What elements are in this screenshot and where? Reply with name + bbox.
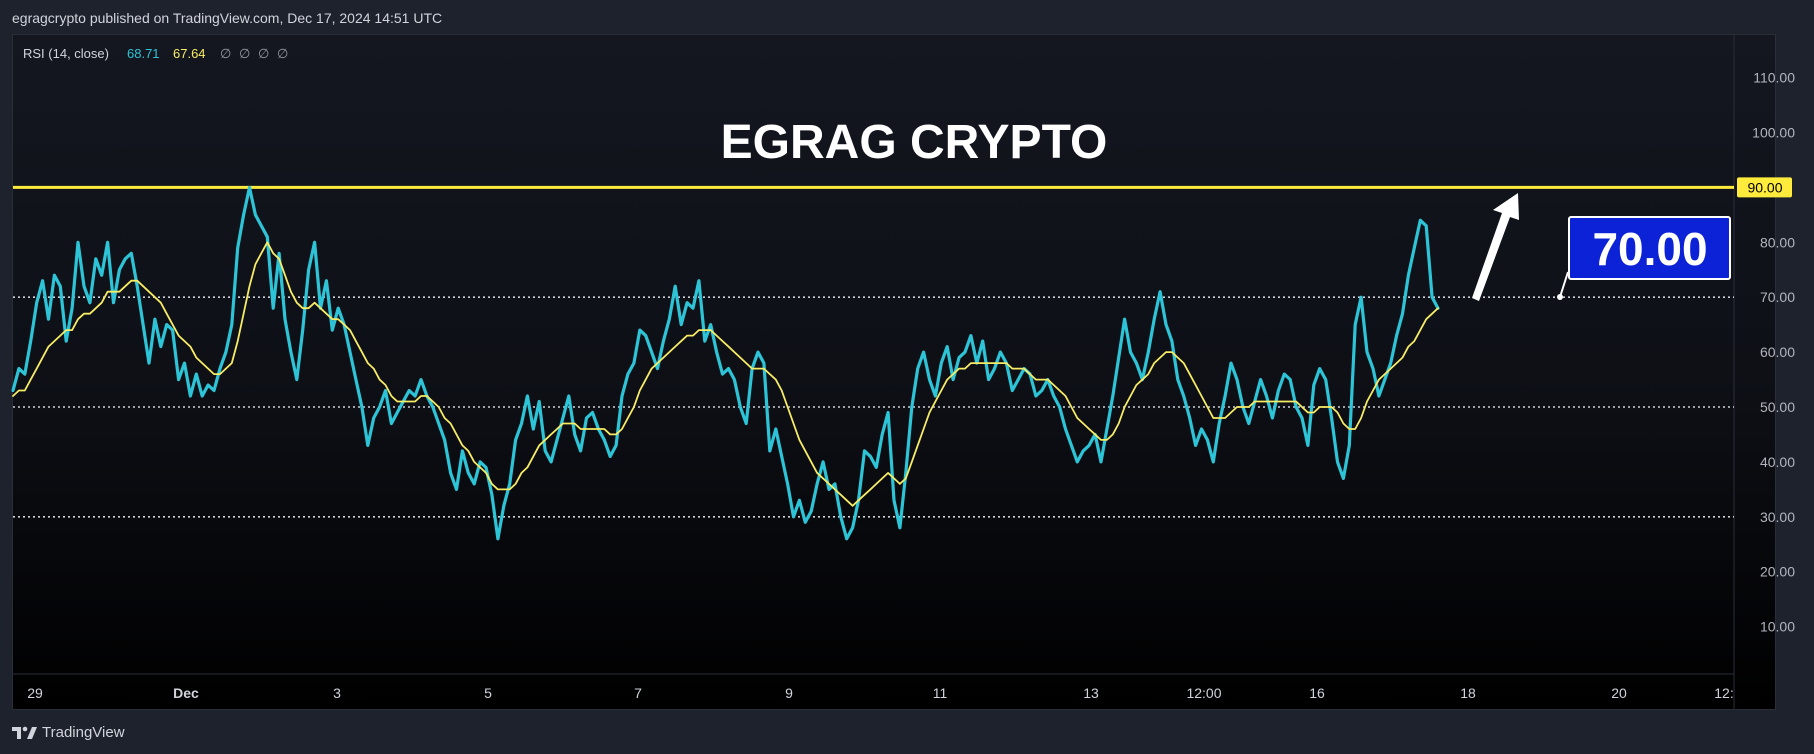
- tradingview-logo-icon: [12, 726, 37, 739]
- x-tick-label: 12:: [1714, 685, 1733, 701]
- legend-placeholder-1: ∅: [220, 46, 231, 61]
- y-tick-label: 50.00: [1760, 399, 1795, 415]
- time-axis: 29 Dec 3 5 7 9 11 13 12:00 16 18 20 12:: [27, 685, 1734, 701]
- resistance-badge-label: 90.00: [1747, 179, 1782, 195]
- callout-value: 70.00: [1592, 223, 1707, 275]
- y-tick-label: 40.00: [1760, 454, 1795, 470]
- legend-placeholder-2: ∅: [239, 46, 250, 61]
- x-tick-label: 18: [1460, 685, 1476, 701]
- rsi-value: 68.71: [127, 46, 160, 61]
- y-tick-label: 30.00: [1760, 509, 1795, 525]
- ma-value: 67.64: [173, 46, 206, 61]
- x-tick-label: 20: [1611, 685, 1627, 701]
- x-tick-label: 5: [484, 685, 492, 701]
- value-callout[interactable]: 70.00: [1557, 216, 1731, 300]
- x-tick-label: 11: [933, 685, 948, 701]
- y-tick-label: 10.00: [1760, 619, 1795, 635]
- up-arrow-annotation[interactable]: [1472, 193, 1519, 301]
- grid-layer: [13, 35, 1735, 709]
- x-tick-label: Dec: [173, 685, 199, 701]
- y-tick-label: 70.00: [1760, 289, 1795, 305]
- x-tick-label: 3: [333, 685, 341, 701]
- tradingview-brand: TradingView: [42, 724, 125, 741]
- y-tick-label: 110.00: [1753, 70, 1795, 86]
- indicator-legend[interactable]: RSI (14, close) 68.71 67.64 ∅ ∅ ∅ ∅: [23, 46, 288, 61]
- y-tick-label: 60.00: [1760, 344, 1795, 360]
- legend-placeholder-3: ∅: [258, 46, 269, 61]
- legend-placeholder-4: ∅: [277, 46, 288, 61]
- x-tick-label: 29: [27, 685, 43, 701]
- chart-title-annotation[interactable]: EGRAG CRYPTO: [721, 116, 1108, 169]
- y-tick-label: 100.00: [1752, 125, 1795, 141]
- tradingview-footer[interactable]: TradingView: [12, 724, 125, 741]
- series-layer: [11, 185, 1440, 541]
- rsi-ma-series-line[interactable]: [12, 241, 1439, 507]
- x-tick-label: 12:00: [1186, 685, 1221, 701]
- price-axis: 110.00 100.00 80.00 70.00 60.00 50.00 40.00 30.…: [1737, 70, 1795, 635]
- x-tick-label: 13: [1083, 685, 1099, 701]
- rsi-series-line[interactable]: [11, 185, 1440, 541]
- indicator-name: RSI (14, close): [23, 46, 109, 61]
- y-tick-label: 20.00: [1760, 564, 1795, 580]
- chart-panel[interactable]: [12, 34, 1776, 710]
- x-tick-label: 7: [634, 685, 642, 701]
- resistance-price-badge: [1737, 177, 1792, 198]
- x-tick-label: 16: [1309, 685, 1325, 701]
- published-by-header: egragcrypto published on TradingView.com…: [12, 10, 443, 26]
- y-tick-label: 80.00: [1760, 234, 1795, 250]
- x-tick-label: 9: [785, 685, 793, 701]
